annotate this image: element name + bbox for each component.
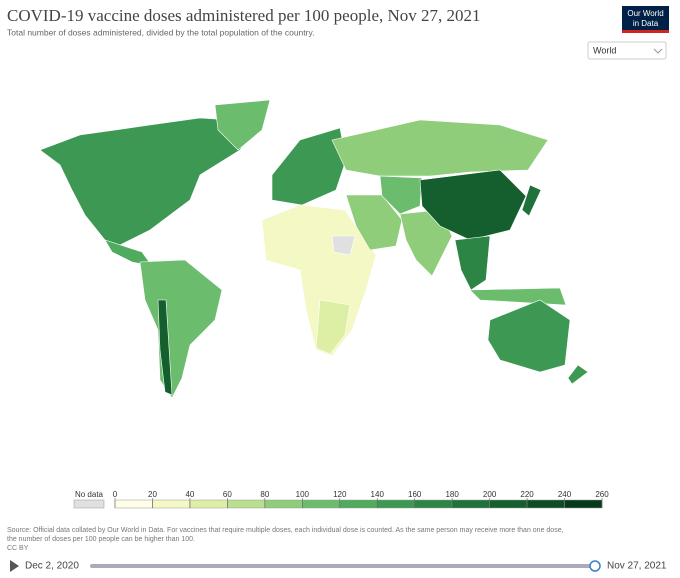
legend-tick-label: 140 (371, 490, 385, 499)
logo-text: Our World (627, 9, 663, 18)
logo[interactable]: Our World in Data (622, 6, 669, 33)
legend: No data 0 20 40 60 80 100 120 140 160 180 200 220 240… (73, 490, 609, 509)
legend-bin (376, 499, 415, 509)
legend-bin (302, 499, 341, 509)
legend-tick-label: 240 (558, 490, 572, 499)
legend-bin (339, 499, 378, 509)
legend-bin (526, 499, 565, 509)
legend-bin (564, 499, 603, 509)
chile (157, 299, 173, 396)
central-asia (379, 175, 423, 215)
logo-text: in Data (633, 19, 659, 28)
legend-tick-label: 80 (260, 490, 269, 499)
legend-tick-label: 220 (520, 490, 534, 499)
subtitle: Total number of doses administered, divi… (7, 27, 314, 37)
play-button[interactable] (10, 560, 19, 572)
selector-arrow (653, 48, 663, 54)
region-selector[interactable]: World (587, 41, 667, 60)
southeast-asia (454, 235, 491, 291)
legend-bin (414, 499, 453, 509)
world-map (29, 99, 589, 399)
legend-bin (114, 499, 153, 509)
selector-box (587, 41, 667, 60)
timeline: Dec 2, 2020 Nov 27, 2021 (10, 560, 667, 572)
legend-tick-label: 260 (595, 490, 609, 499)
legend-bin (152, 499, 191, 509)
legend-tick-label: 100 (296, 490, 310, 499)
selector-text: World (593, 45, 616, 55)
greenland (214, 99, 271, 151)
legend-tick-label: 0 (113, 490, 118, 499)
timeline-track[interactable] (90, 564, 595, 568)
legend-bin (189, 499, 228, 509)
legend-tick-label: 40 (185, 490, 194, 499)
source: the number of doses per 100 people can b… (7, 536, 195, 543)
legend-bin (264, 499, 303, 509)
timeline-start: Dec 2, 2020 (25, 561, 79, 572)
timeline-end: Nov 27, 2021 (607, 561, 667, 572)
timeline-handle[interactable] (589, 560, 601, 572)
north-america (39, 117, 261, 246)
no-data-region (331, 235, 356, 256)
no-data-label: No data (75, 490, 104, 499)
legend-tick-label: 160 (408, 490, 422, 499)
new-zealand (567, 364, 589, 385)
japan (521, 184, 542, 217)
legend-bin (489, 499, 528, 509)
legend-tick-label: 180 (445, 490, 459, 499)
south-america (139, 259, 223, 399)
title: COVID-19 vaccine doses administered per … (7, 6, 481, 25)
europe (271, 127, 347, 206)
east-asia (419, 169, 527, 241)
source: Source: Official data collated by Our Wo… (7, 527, 564, 534)
russia (331, 119, 549, 177)
legend-tick-label: 20 (148, 490, 157, 499)
alaska (29, 134, 81, 149)
indonesia (469, 287, 567, 306)
southern-africa (315, 299, 351, 355)
legend-bin (227, 499, 266, 509)
legend-bin (451, 499, 490, 509)
legend-tick-label: 120 (333, 490, 347, 499)
license: CC BY (7, 545, 29, 552)
legend-tick-label: 60 (223, 490, 232, 499)
legend-tick-label: 200 (483, 490, 497, 499)
logo-bar (622, 30, 669, 33)
logo-box (622, 6, 669, 32)
no-data-swatch (73, 499, 105, 509)
australia (487, 299, 571, 373)
